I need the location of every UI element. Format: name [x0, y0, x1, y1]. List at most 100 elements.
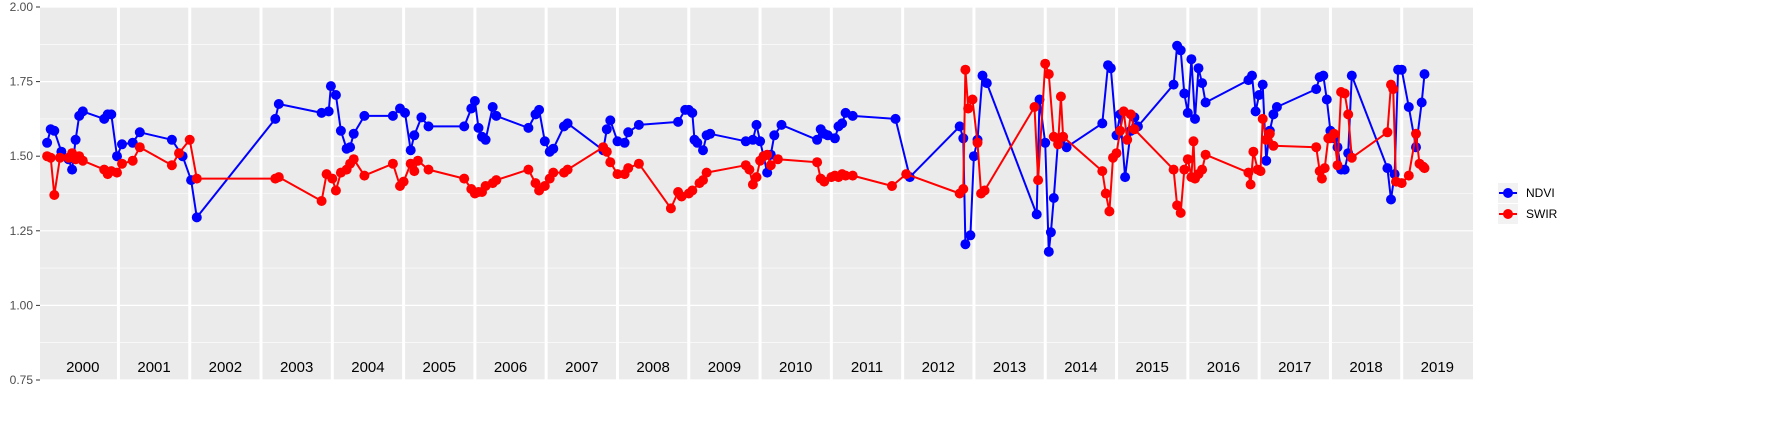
- data-point-ndvi: [1321, 94, 1332, 105]
- data-point-swir: [747, 179, 758, 190]
- data-point-ndvi: [673, 116, 684, 127]
- year-label: 2000: [66, 359, 99, 376]
- data-point-ndvi: [487, 102, 498, 112]
- data-point-swir: [665, 203, 676, 214]
- data-point-swir: [687, 185, 698, 196]
- data-point-swir: [772, 154, 783, 165]
- data-point-ndvi: [1097, 118, 1108, 129]
- data-point-swir: [1097, 166, 1108, 177]
- data-point-ndvi: [769, 130, 780, 141]
- data-point-swir: [812, 157, 823, 168]
- data-point-ndvi: [1048, 193, 1059, 203]
- data-point-ndvi: [1190, 113, 1200, 124]
- data-point-swir: [958, 184, 969, 194]
- data-point-ndvi: [1175, 45, 1186, 56]
- data-point-ndvi: [330, 90, 341, 100]
- year-label: 2010: [779, 359, 812, 376]
- data-point-ndvi: [1382, 163, 1393, 174]
- data-point-ndvi: [405, 145, 416, 156]
- data-point-swir: [1043, 69, 1054, 80]
- data-point-swir: [359, 170, 370, 181]
- data-point-ndvi: [270, 113, 281, 124]
- data-point-swir: [840, 170, 851, 181]
- data-point-ndvi: [1386, 194, 1396, 205]
- data-point-ndvi: [960, 239, 971, 250]
- data-point-ndvi: [325, 81, 336, 92]
- year-label: 2012: [922, 359, 955, 376]
- data-point-ndvi: [562, 118, 573, 129]
- data-point-ndvi: [847, 110, 858, 121]
- data-point-swir: [1403, 170, 1414, 181]
- data-point-ndvi: [1182, 107, 1193, 118]
- data-point-ndvi: [134, 127, 145, 138]
- data-point-ndvi: [751, 119, 762, 130]
- data-point-swir: [1182, 154, 1193, 165]
- data-point-ndvi: [1193, 63, 1204, 74]
- data-point-swir: [1346, 152, 1357, 163]
- data-point-swir: [548, 167, 559, 178]
- data-point-swir: [409, 166, 420, 177]
- year-label: 2002: [209, 359, 242, 376]
- y-tick-label: 1.00: [10, 298, 34, 312]
- legend-marker: [1503, 209, 1513, 219]
- data-point-ndvi: [1250, 106, 1261, 117]
- data-point-swir: [117, 158, 127, 169]
- data-point-ndvi: [117, 139, 127, 150]
- data-point-ndvi: [1419, 69, 1430, 80]
- data-point-ndvi: [77, 106, 88, 117]
- data-point-swir: [1382, 127, 1393, 138]
- data-point-swir: [387, 158, 398, 169]
- data-point-ndvi: [1031, 209, 1042, 220]
- data-point-ndvi: [548, 143, 559, 154]
- y-tick-label: 0.75: [10, 373, 34, 387]
- year-label: 2004: [351, 359, 384, 376]
- data-point-ndvi: [67, 164, 78, 175]
- data-point-swir: [901, 169, 912, 180]
- data-point-swir: [1388, 84, 1399, 95]
- data-point-ndvi: [466, 103, 477, 114]
- data-point-swir: [698, 175, 708, 186]
- data-point-ndvi: [273, 99, 284, 109]
- data-point-swir: [744, 164, 755, 175]
- data-point-ndvi: [1105, 63, 1116, 74]
- data-point-ndvi: [1403, 102, 1414, 112]
- data-point-swir: [1122, 134, 1133, 145]
- data-point-swir: [1168, 164, 1179, 175]
- data-point-swir: [112, 167, 122, 178]
- data-point-swir: [1257, 113, 1268, 124]
- data-point-swir: [1255, 166, 1266, 177]
- data-point-ndvi: [633, 119, 644, 130]
- data-point-swir: [1058, 131, 1069, 142]
- data-point-swir: [819, 176, 830, 187]
- data-point-swir: [1245, 179, 1256, 190]
- year-label: 2018: [1349, 359, 1382, 376]
- data-point-ndvi: [480, 134, 491, 145]
- data-point-swir: [1411, 128, 1421, 139]
- data-point-swir: [1419, 163, 1430, 174]
- data-point-ndvi: [70, 134, 81, 145]
- data-point-ndvi: [166, 134, 177, 145]
- data-point-ndvi: [1318, 70, 1329, 81]
- data-point-ndvi: [605, 115, 616, 126]
- data-point-swir: [887, 181, 897, 191]
- data-point-ndvi: [469, 96, 480, 106]
- data-point-swir: [1316, 173, 1327, 184]
- data-point-swir: [1329, 128, 1339, 139]
- data-point-ndvi: [1339, 164, 1350, 175]
- series-swir: [42, 58, 1430, 218]
- data-point-ndvi: [473, 122, 484, 133]
- data-point-ndvi: [776, 119, 787, 130]
- data-point-swir: [191, 173, 202, 184]
- data-point-ndvi: [954, 121, 965, 132]
- data-point-ndvi: [459, 121, 470, 132]
- data-point-ndvi: [1200, 97, 1211, 108]
- data-point-swir: [1200, 149, 1211, 160]
- data-point-swir: [127, 155, 138, 166]
- data-point-swir: [398, 176, 409, 187]
- data-point-swir: [972, 137, 983, 148]
- data-point-swir: [960, 64, 971, 75]
- data-point-swir: [1100, 188, 1111, 199]
- data-point-ndvi: [692, 137, 703, 148]
